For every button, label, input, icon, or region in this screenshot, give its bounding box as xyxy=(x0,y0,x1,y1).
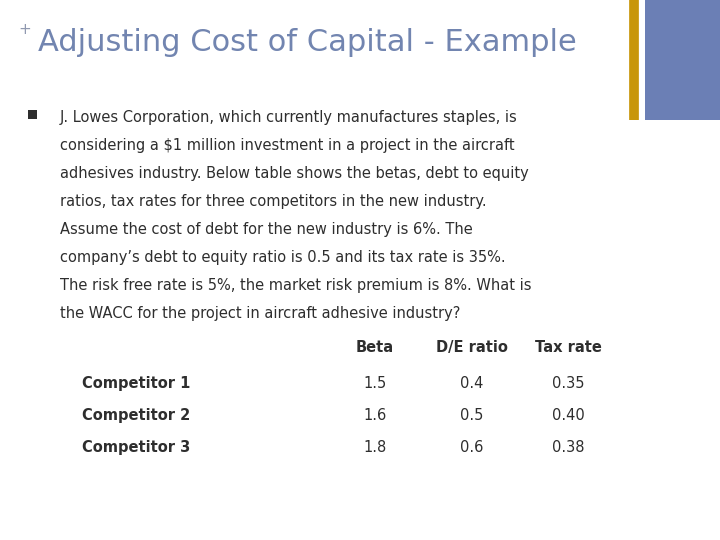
Text: Assume the cost of debt for the new industry is 6%. The: Assume the cost of debt for the new indu… xyxy=(60,222,473,237)
Text: 1.8: 1.8 xyxy=(364,440,387,455)
Text: 0.6: 0.6 xyxy=(460,440,484,455)
Text: 1.6: 1.6 xyxy=(364,408,387,423)
Text: D/E ratio: D/E ratio xyxy=(436,340,508,355)
Text: Competitor 3: Competitor 3 xyxy=(82,440,190,455)
Text: +: + xyxy=(18,22,31,37)
Text: Beta: Beta xyxy=(356,340,394,355)
Text: Adjusting Cost of Capital - Example: Adjusting Cost of Capital - Example xyxy=(38,28,577,57)
Text: 0.40: 0.40 xyxy=(552,408,585,423)
Text: The risk free rate is 5%, the market risk premium is 8%. What is: The risk free rate is 5%, the market ris… xyxy=(60,278,531,293)
Text: the WACC for the project in aircraft adhesive industry?: the WACC for the project in aircraft adh… xyxy=(60,306,460,321)
Text: adhesives industry. Below table shows the betas, debt to equity: adhesives industry. Below table shows th… xyxy=(60,166,528,181)
Text: considering a $1 million investment in a project in the aircraft: considering a $1 million investment in a… xyxy=(60,138,515,153)
Text: J. Lowes Corporation, which currently manufactures staples, is: J. Lowes Corporation, which currently ma… xyxy=(60,110,518,125)
Text: company’s debt to equity ratio is 0.5 and its tax rate is 35%.: company’s debt to equity ratio is 0.5 an… xyxy=(60,250,505,265)
Text: Competitor 2: Competitor 2 xyxy=(82,408,190,423)
Text: 0.5: 0.5 xyxy=(460,408,484,423)
Text: Tax rate: Tax rate xyxy=(534,340,601,355)
Text: 0.35: 0.35 xyxy=(552,376,584,391)
Text: 1.5: 1.5 xyxy=(364,376,387,391)
Text: ratios, tax rates for three competitors in the new industry.: ratios, tax rates for three competitors … xyxy=(60,194,487,209)
Text: Competitor 1: Competitor 1 xyxy=(81,376,190,391)
Bar xyxy=(645,0,720,120)
Bar xyxy=(28,110,37,119)
Text: 0.38: 0.38 xyxy=(552,440,584,455)
Text: 0.4: 0.4 xyxy=(460,376,484,391)
